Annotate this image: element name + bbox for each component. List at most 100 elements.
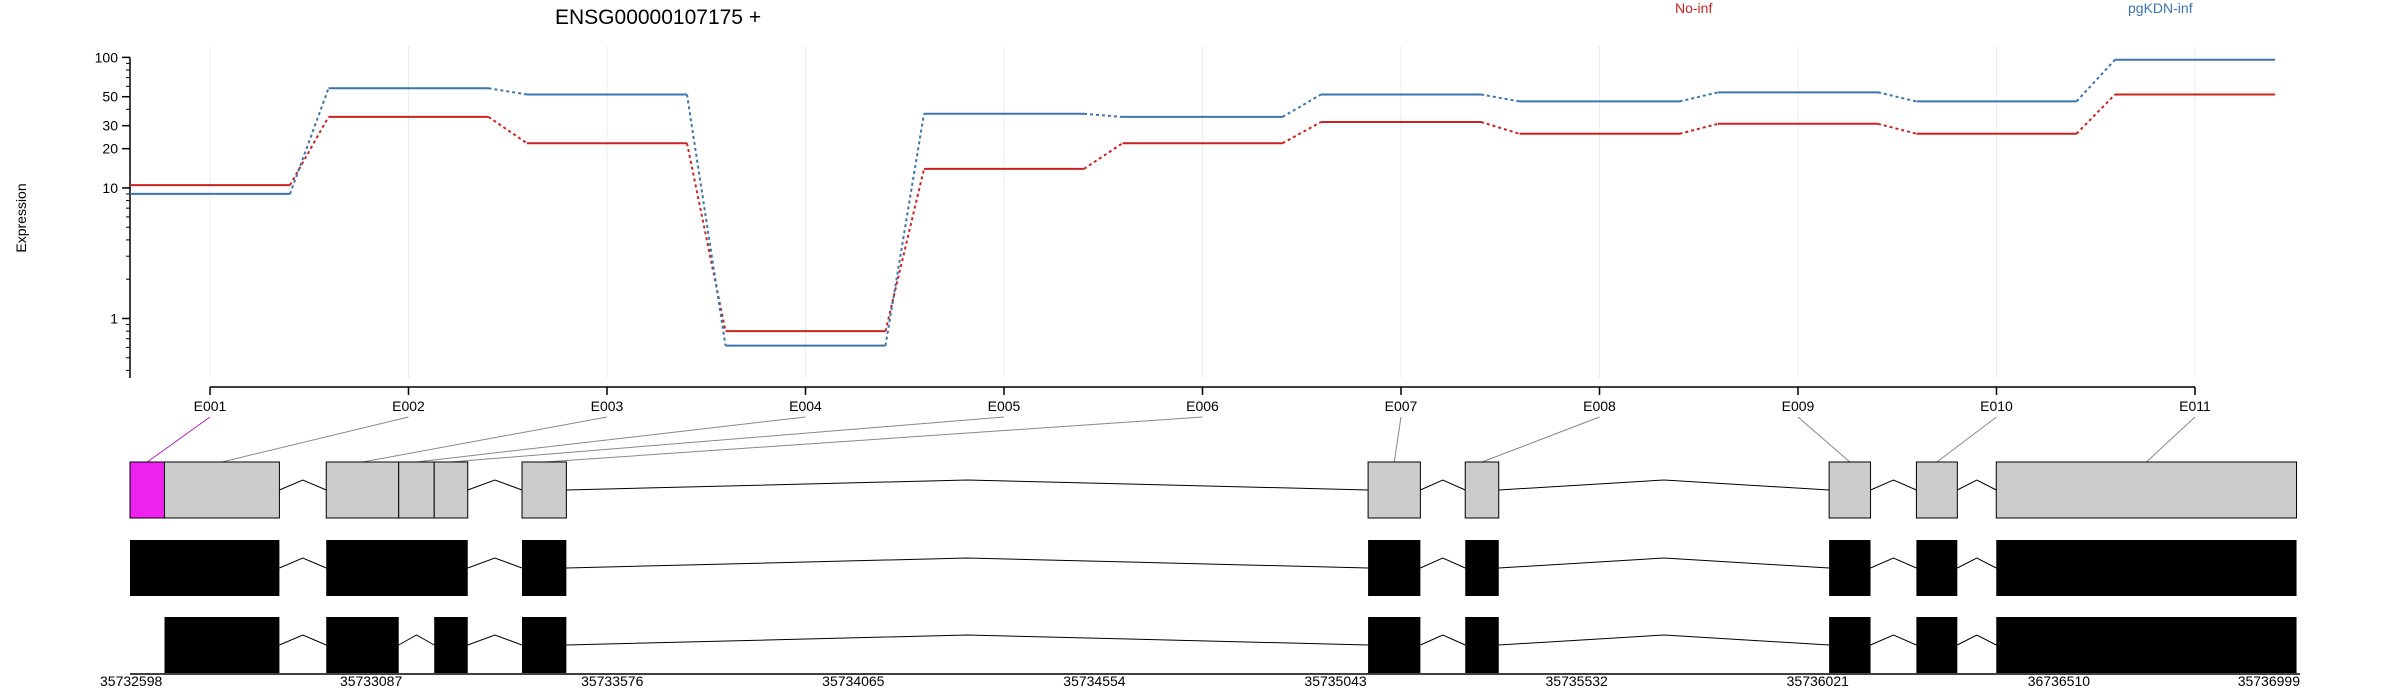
exon-bin-row xyxy=(129,461,2298,519)
transcript-row xyxy=(130,540,2297,596)
genomic-tick-label: 36736510 xyxy=(2028,673,2091,689)
transcript-exon xyxy=(164,617,280,673)
transcript-row xyxy=(164,617,2297,673)
gene-model xyxy=(129,461,2298,673)
x-tick-label: E001 xyxy=(194,398,227,414)
intron-line xyxy=(467,479,523,491)
intron-line xyxy=(566,557,1369,569)
y-tick-label: 30 xyxy=(102,118,118,134)
intron-line xyxy=(1498,557,1830,569)
series-connector xyxy=(488,87,528,96)
genomic-tick-label: 35735043 xyxy=(1304,673,1367,689)
series-connector xyxy=(1480,93,1520,103)
series-connector xyxy=(289,116,330,186)
exon-bin xyxy=(1464,461,1500,519)
genomic-tick-label: 35732598 xyxy=(100,673,163,689)
exon-bin xyxy=(325,461,400,519)
intron-line xyxy=(1420,634,1466,646)
transcript-exon xyxy=(1368,617,1421,673)
x-tick-label: E008 xyxy=(1583,398,1616,414)
transcript-exon xyxy=(1996,617,2297,673)
x-tick-label: E005 xyxy=(988,398,1021,414)
intron-line xyxy=(467,634,523,646)
intron-line xyxy=(279,479,327,491)
grid-layer xyxy=(209,46,2196,378)
x-tick-label: E011 xyxy=(2179,398,2211,414)
exon-connector xyxy=(450,416,1005,463)
transcript-exon xyxy=(1996,540,2297,596)
exon-bin xyxy=(1995,461,2298,519)
genomic-tick-label: 35734065 xyxy=(822,673,885,689)
series-pgkdn-inf xyxy=(130,58,2275,347)
genomic-tick-label: 35735532 xyxy=(1546,673,1609,689)
intron-line xyxy=(1957,634,1997,646)
series-connector xyxy=(686,143,727,332)
legend-label-pgkdn-inf: pgKDN-inf xyxy=(2128,0,2193,16)
series-connector xyxy=(1282,121,1322,145)
x-axis: E001 E002 E003 E004 E005 E006 E007 E008 E009 E010… xyxy=(194,386,2211,414)
series-connector xyxy=(1877,122,1917,135)
intron-line xyxy=(1870,557,1917,569)
y-tick-label: 20 xyxy=(102,141,118,157)
series-connector xyxy=(2075,93,2116,135)
x-tick-label: E002 xyxy=(392,398,425,414)
exon-bin xyxy=(433,461,469,519)
exon-connector xyxy=(1393,416,1402,463)
transcript-exon xyxy=(1829,540,1871,596)
intron-line xyxy=(398,634,435,646)
series-connector xyxy=(1083,142,1124,170)
exon-bin xyxy=(1367,461,1421,519)
transcript-exon xyxy=(1465,540,1499,596)
intron-line xyxy=(467,557,523,569)
intron-line xyxy=(1957,557,1997,569)
exon-connector xyxy=(1797,416,1851,463)
series-connector xyxy=(1281,93,1322,118)
x-tick-label: E010 xyxy=(1980,398,2013,414)
exon-bin xyxy=(129,461,166,519)
intron-line xyxy=(1957,479,1997,491)
series-connector xyxy=(686,94,727,346)
transcript-exon xyxy=(130,540,280,596)
series-layer xyxy=(130,58,2275,347)
exon-connector xyxy=(146,416,211,463)
exon-connector xyxy=(416,416,806,463)
genomic-tick-label: 35736999 xyxy=(2238,673,2301,689)
intron-line xyxy=(1420,479,1466,491)
series-connector xyxy=(884,113,925,346)
x-tick-label: E006 xyxy=(1186,398,1219,414)
genomic-tick-label: 35734554 xyxy=(1063,673,1126,689)
intron-line xyxy=(1498,634,1830,646)
transcript-exon xyxy=(326,617,399,673)
exon-connector xyxy=(1481,416,1600,463)
intron-line xyxy=(1420,557,1466,569)
series-connector xyxy=(1877,91,1917,103)
series-connector xyxy=(1679,91,1719,103)
series-connector xyxy=(2075,59,2116,103)
transcript-exon xyxy=(1916,540,1958,596)
intron-line xyxy=(1870,479,1917,491)
y-axis: 1 10 20 30 50 100 xyxy=(95,49,131,378)
x-tick-label: E004 xyxy=(789,398,822,414)
series-connector xyxy=(884,168,925,332)
transcript-exon xyxy=(521,540,567,596)
series-no-inf xyxy=(130,93,2275,333)
exon-bin xyxy=(521,461,567,519)
genomic-tick-label: 35733087 xyxy=(340,673,403,689)
y-tick-label: 100 xyxy=(95,49,119,65)
exon-connector xyxy=(2146,416,2196,463)
intron-line xyxy=(566,479,1369,491)
intron-line xyxy=(279,634,327,646)
exon-connector xyxy=(362,416,608,463)
y-tick-label: 10 xyxy=(102,180,118,196)
exon-bin xyxy=(1828,461,1872,519)
y-tick-label: 50 xyxy=(102,89,118,105)
genomic-tick-label: 35736021 xyxy=(1787,673,1850,689)
series-connector xyxy=(1083,112,1123,118)
transcript-exon xyxy=(434,617,468,673)
transcript-exon xyxy=(326,540,468,596)
exon-connector-layer xyxy=(146,416,2196,463)
exon-bin xyxy=(398,461,435,519)
exon-connector xyxy=(221,416,409,463)
intron-line xyxy=(1870,634,1917,646)
